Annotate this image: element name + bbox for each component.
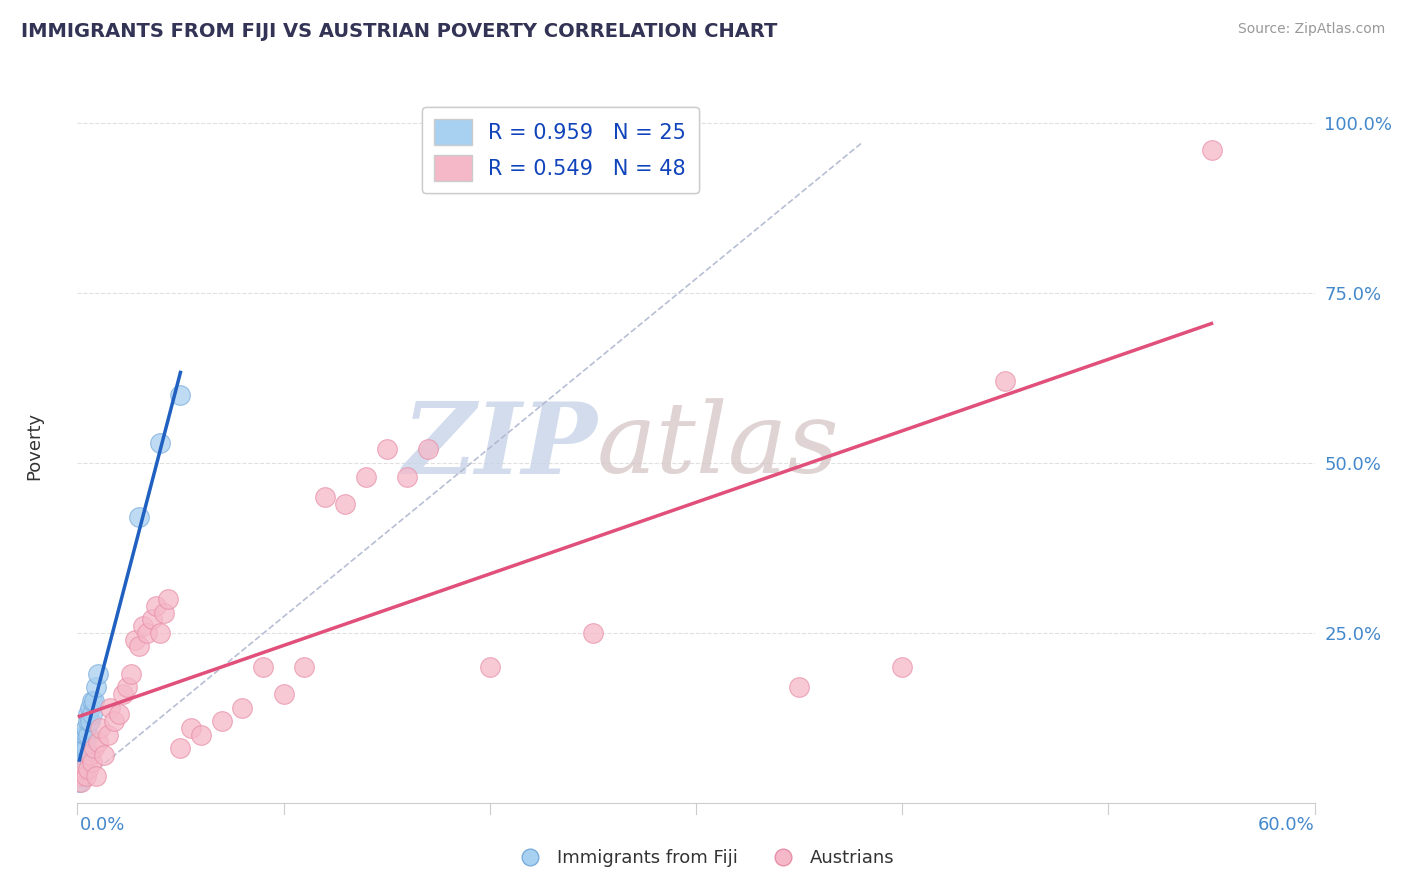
Point (231, 700, 253, 714)
Point (83, 694, 105, 708)
Point (70, 748, 93, 763)
Point (124, 632, 146, 647)
Point (80, 755, 103, 769)
Point (70, 769, 93, 783)
Point (292, 660, 315, 674)
Point (75, 728, 97, 742)
Point (70, 775, 93, 789)
Point (169, 741, 191, 756)
Point (252, 660, 274, 674)
Text: 0.0%: 0.0% (80, 816, 125, 834)
Point (354, 469, 377, 483)
Point (149, 435, 172, 450)
Point (478, 660, 501, 674)
Point (141, 612, 163, 626)
Point (416, 442, 439, 457)
Point (83, 741, 105, 756)
Point (994, 375, 1017, 389)
Legend: R = 0.959   N = 25, R = 0.549   N = 48: R = 0.959 N = 25, R = 0.549 N = 48 (422, 107, 699, 193)
Point (72, 762, 94, 776)
Point (396, 469, 419, 483)
Point (84, 680, 107, 694)
Text: ZIP: ZIP (402, 398, 598, 494)
Point (76, 707, 98, 722)
Point (67, 775, 90, 789)
Point (93, 748, 115, 763)
Point (145, 599, 167, 613)
Point (120, 666, 142, 681)
Point (80, 694, 103, 708)
Point (169, 388, 191, 402)
Point (87, 734, 110, 748)
Point (89, 721, 111, 735)
Point (80, 707, 103, 722)
Point (75, 741, 97, 756)
Point (103, 714, 125, 729)
Point (314, 490, 336, 504)
Point (115, 680, 138, 694)
Point (72, 734, 94, 748)
Point (273, 687, 295, 701)
Point (128, 510, 150, 524)
Point (180, 721, 202, 735)
Point (128, 640, 150, 654)
Point (75, 769, 97, 783)
Point (75, 721, 97, 735)
Point (98, 700, 121, 714)
Point (582, 626, 605, 640)
Point (153, 606, 176, 620)
Point (190, 728, 212, 742)
Point (67, 769, 90, 783)
Point (787, 680, 810, 694)
Point (76, 714, 98, 729)
Point (76, 762, 98, 776)
Text: IMMIGRANTS FROM FIJI VS AUSTRIAN POVERTY CORRELATION CHART: IMMIGRANTS FROM FIJI VS AUSTRIAN POVERTY… (21, 22, 778, 41)
Point (84, 769, 107, 783)
Point (136, 626, 159, 640)
Text: Poverty: Poverty (25, 412, 44, 480)
Point (79, 714, 101, 729)
Point (157, 591, 180, 606)
Point (375, 442, 398, 457)
Point (211, 714, 233, 729)
Point (97, 728, 120, 742)
Point (72, 755, 94, 769)
Point (87, 666, 110, 681)
Point (70, 741, 93, 756)
Point (1201, 144, 1223, 158)
Text: Source: ZipAtlas.com: Source: ZipAtlas.com (1237, 22, 1385, 37)
Point (111, 687, 134, 701)
Point (132, 619, 155, 633)
Text: 60.0%: 60.0% (1258, 816, 1315, 834)
Point (72, 728, 94, 742)
Point (149, 626, 172, 640)
Legend: Immigrants from Fiji, Austrians: Immigrants from Fiji, Austrians (505, 842, 901, 874)
Point (891, 660, 914, 674)
Point (79, 748, 101, 763)
Point (335, 497, 357, 511)
Point (67, 755, 90, 769)
Point (107, 707, 129, 722)
Text: atlas: atlas (598, 399, 839, 493)
Point (76, 728, 98, 742)
Point (67, 762, 90, 776)
Point (79, 700, 101, 714)
